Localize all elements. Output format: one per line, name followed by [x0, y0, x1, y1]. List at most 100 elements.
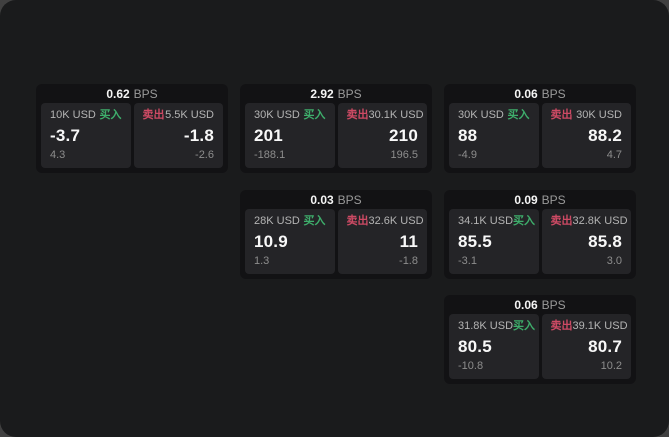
buy-meta-row: 30K USD 买入: [254, 110, 326, 121]
buy-notional: 28K USD: [254, 215, 300, 227]
quote-panels: 30K USD 买入 201 -188.1 卖出 30.1K USD 210 1…: [245, 103, 427, 168]
sell-meta-row: 卖出 39.1K USD: [550, 320, 628, 332]
quote-card: 2.92 BPS 30K USD 买入 201 -188.1 卖出 30.1K …: [240, 84, 432, 173]
buy-tag: 买入: [303, 109, 326, 121]
sell-price: 210: [389, 126, 418, 145]
buy-tag: 买入: [99, 109, 122, 121]
bps-unit-label: BPS: [337, 86, 362, 101]
sell-notional: 32.6K USD: [368, 215, 424, 227]
bps-value: 0.06: [514, 297, 538, 312]
sell-price: -1.8: [183, 126, 214, 145]
buy-notional: 30K USD: [254, 109, 300, 121]
sell-delta: 196.5: [390, 149, 418, 161]
sell-notional: 30K USD: [576, 109, 622, 121]
bps-header: 0.09 BPS: [449, 190, 631, 209]
sell-price: 80.7: [588, 337, 622, 356]
bps-header: 0.06 BPS: [449, 84, 631, 103]
sell-notional: 32.8K USD: [572, 215, 628, 227]
bps-unit-label: BPS: [541, 192, 566, 207]
sell-tag: 卖出: [142, 109, 165, 121]
buy-notional: 34.1K USD: [458, 215, 514, 227]
buy-price: 85.5: [458, 232, 492, 251]
bps-value: 2.92: [310, 86, 334, 101]
buy-panel[interactable]: 30K USD 买入 201 -188.1: [245, 103, 335, 168]
bps-unit-label: BPS: [541, 86, 566, 101]
sell-delta: -2.6: [195, 149, 214, 161]
buy-price: 80.5: [458, 337, 492, 356]
quote-panels: 31.8K USD 买入 80.5 -10.8 卖出 39.1K USD 80.…: [449, 314, 631, 379]
buy-panel[interactable]: 34.1K USD 买入 85.5 -3.1: [449, 209, 539, 274]
buy-price: 10.9: [254, 232, 288, 251]
buy-delta: -3.1: [458, 255, 477, 267]
quote-panels: 10K USD 买入 -3.7 4.3 卖出 5.5K USD -1.8 -2.…: [41, 103, 223, 168]
buy-price: -3.7: [50, 126, 81, 145]
sell-delta: 4.7: [606, 149, 622, 161]
buy-meta-row: 10K USD 买入: [50, 110, 122, 121]
quote-panels: 28K USD 买入 10.9 1.3 卖出 32.6K USD 11 -1.8: [245, 209, 427, 274]
bps-header: 0.62 BPS: [41, 84, 223, 103]
sell-meta-row: 卖出 30K USD: [551, 110, 623, 121]
buy-meta-row: 30K USD 买入: [458, 110, 530, 121]
bps-header: 0.06 BPS: [449, 295, 631, 314]
sell-tag: 卖出: [550, 215, 573, 227]
sell-tag: 卖出: [346, 215, 369, 227]
buy-price: 88: [458, 126, 478, 145]
buy-tag: 买入: [513, 215, 536, 227]
bps-value: 0.62: [106, 86, 130, 101]
buy-meta-row: 28K USD 买入: [254, 216, 326, 227]
quote-card: 0.03 BPS 28K USD 买入 10.9 1.3 卖出 32.6K US…: [240, 190, 432, 279]
quote-card: 0.62 BPS 10K USD 买入 -3.7 4.3 卖出 5.5K USD…: [36, 84, 228, 173]
sell-meta-row: 卖出 32.8K USD: [550, 215, 628, 227]
sell-meta-row: 卖出 32.6K USD: [346, 215, 424, 227]
buy-price: 201: [254, 126, 283, 145]
sell-delta: 10.2: [600, 360, 622, 372]
bps-unit-label: BPS: [133, 86, 158, 101]
buy-panel[interactable]: 30K USD 买入 88 -4.9: [449, 103, 539, 168]
sell-price: 85.8: [588, 232, 622, 251]
buy-panel[interactable]: 28K USD 买入 10.9 1.3: [245, 209, 335, 274]
sell-tag: 卖出: [550, 109, 573, 121]
sell-tag: 卖出: [346, 109, 369, 121]
bps-value: 0.03: [310, 192, 334, 207]
bps-unit-label: BPS: [541, 297, 566, 312]
sell-panel[interactable]: 卖出 5.5K USD -1.8 -2.6: [133, 103, 223, 168]
buy-notional: 10K USD: [50, 109, 96, 121]
sell-delta: 3.0: [606, 255, 622, 267]
quote-panels: 30K USD 买入 88 -4.9 卖出 30K USD 88.2 4.7: [449, 103, 631, 168]
buy-notional: 30K USD: [458, 109, 504, 121]
bps-header: 0.03 BPS: [245, 190, 427, 209]
sell-notional: 5.5K USD: [165, 109, 214, 121]
buy-meta-row: 34.1K USD 买入: [458, 215, 535, 227]
buy-delta: -10.8: [458, 360, 484, 372]
sell-price: 88.2: [588, 126, 622, 145]
sell-price: 11: [399, 232, 418, 251]
sell-panel[interactable]: 卖出 32.8K USD 85.8 3.0: [541, 209, 631, 274]
quote-card: 0.09 BPS 34.1K USD 买入 85.5 -3.1 卖出 32.8K…: [444, 190, 636, 279]
buy-delta: 4.3: [50, 149, 66, 161]
bps-unit-label: BPS: [337, 192, 362, 207]
buy-delta: -188.1: [254, 149, 286, 161]
quote-panels: 34.1K USD 买入 85.5 -3.1 卖出 32.8K USD 85.8…: [449, 209, 631, 274]
sell-panel[interactable]: 卖出 30K USD 88.2 4.7: [541, 103, 631, 168]
buy-delta: -4.9: [458, 149, 477, 161]
buy-notional: 31.8K USD: [458, 320, 514, 332]
buy-delta: 1.3: [254, 255, 270, 267]
quote-card: 0.06 BPS 31.8K USD 买入 80.5 -10.8 卖出 39.1…: [444, 295, 636, 384]
sell-notional: 30.1K USD: [368, 109, 424, 121]
sell-delta: -1.8: [399, 255, 418, 267]
quote-card: 0.06 BPS 30K USD 买入 88 -4.9 卖出 30K USD 8…: [444, 84, 636, 173]
sell-panel[interactable]: 卖出 32.6K USD 11 -1.8: [337, 209, 427, 274]
bps-value: 0.06: [514, 86, 538, 101]
sell-panel[interactable]: 卖出 30.1K USD 210 196.5: [337, 103, 427, 168]
bps-header: 2.92 BPS: [245, 84, 427, 103]
sell-meta-row: 卖出 5.5K USD: [143, 110, 215, 121]
sell-tag: 卖出: [550, 320, 573, 332]
buy-panel[interactable]: 10K USD 买入 -3.7 4.3: [41, 103, 131, 168]
sell-panel[interactable]: 卖出 39.1K USD 80.7 10.2: [541, 314, 631, 379]
buy-tag: 买入: [303, 215, 326, 227]
sell-meta-row: 卖出 30.1K USD: [346, 109, 424, 121]
bps-value: 0.09: [514, 192, 538, 207]
buy-panel[interactable]: 31.8K USD 买入 80.5 -10.8: [449, 314, 539, 379]
buy-tag: 买入: [507, 109, 530, 121]
